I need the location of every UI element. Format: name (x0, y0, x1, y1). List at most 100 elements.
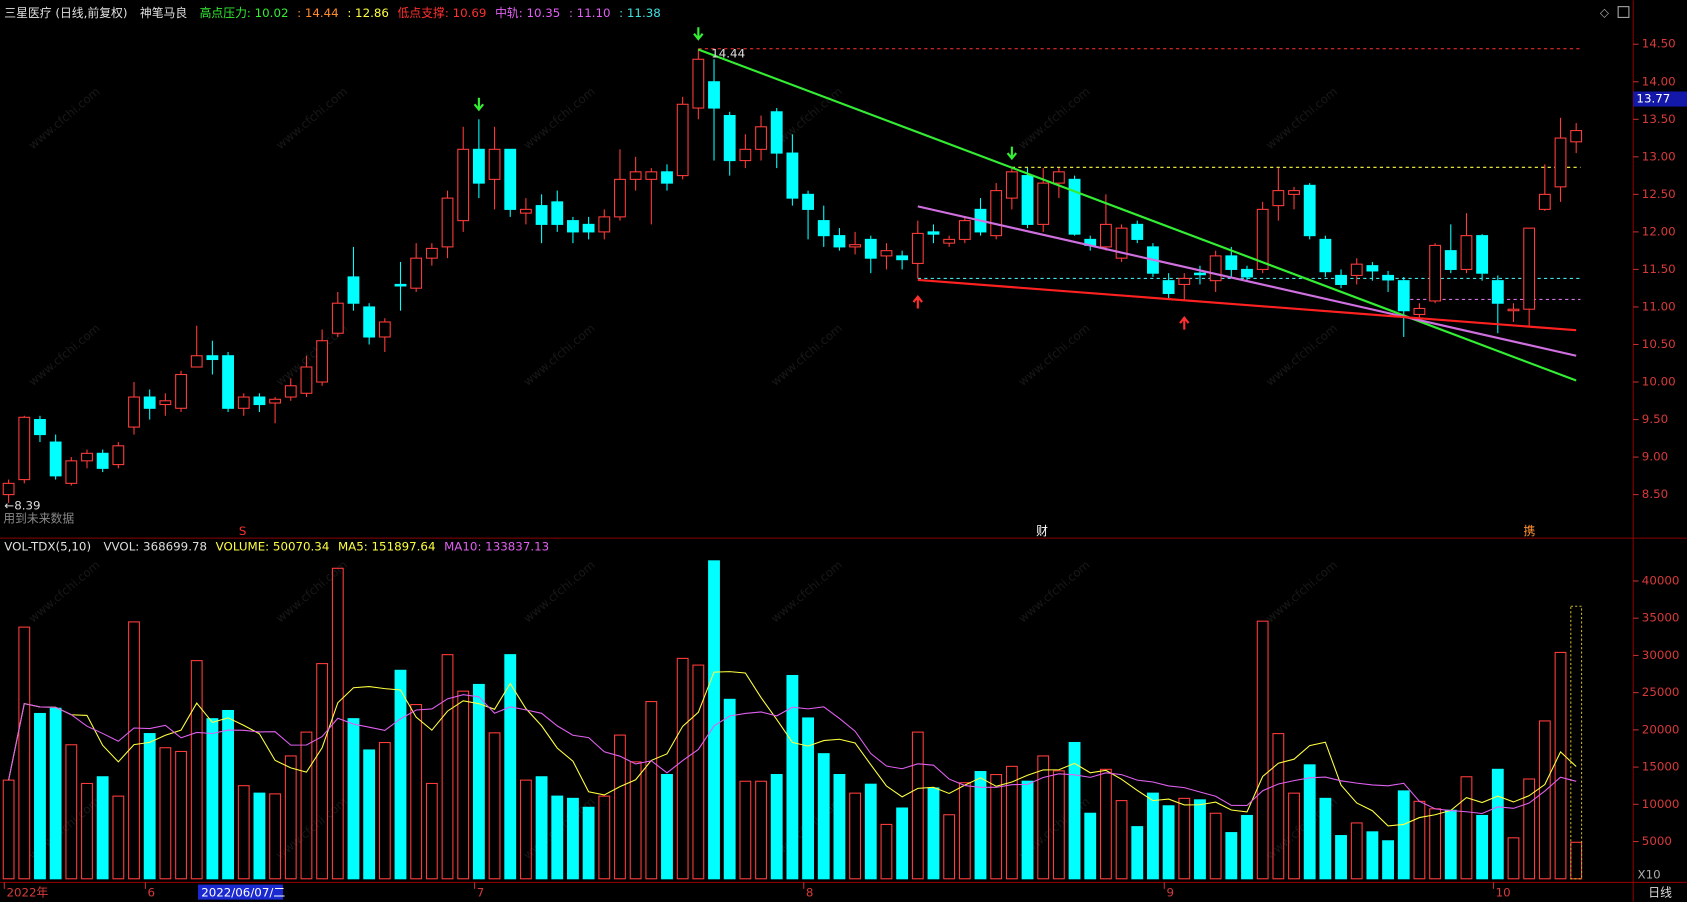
candle-body (598, 216, 611, 233)
candle-body (1444, 250, 1457, 270)
candle-body (347, 276, 360, 304)
candle-body (1099, 223, 1112, 248)
candle-body (206, 355, 219, 361)
candle-body (331, 302, 344, 334)
candle-body (519, 208, 532, 214)
candle-body (1366, 265, 1379, 272)
y-tick-label: 30000 (1642, 648, 1680, 662)
volume-bar (49, 707, 62, 880)
icon[interactable]: ◇ (1600, 6, 1610, 20)
y-tick-label: 10000 (1642, 797, 1680, 811)
volume-bar (880, 823, 893, 880)
peak-label: 14.44 (711, 47, 745, 61)
volume-bar (708, 560, 720, 880)
volume-bar (598, 795, 611, 880)
volume-bar (1178, 797, 1191, 880)
y-tick-label: 12.00 (1642, 224, 1676, 238)
header-item: MA5: 151897.64 (338, 539, 436, 553)
candle-body (692, 58, 705, 109)
candle-body (1460, 235, 1473, 270)
candle-body (96, 452, 109, 469)
volume-bar (457, 690, 470, 880)
header-item: 高点压力: 10.02 (200, 6, 289, 20)
volume-bar (802, 717, 814, 880)
volume-bar (990, 774, 1003, 880)
candle-body (18, 416, 31, 481)
x-tick-label: 6 (148, 886, 156, 900)
candle-body (896, 255, 909, 261)
candle-body (661, 171, 673, 184)
candle-body (1037, 182, 1050, 225)
y-tick-label: 9.50 (1642, 412, 1668, 426)
header-item: : 14.44 (297, 6, 339, 20)
icon[interactable] (1617, 6, 1630, 18)
projected-volume (1570, 605, 1583, 880)
y-tick-label: 13.00 (1642, 149, 1676, 163)
candle-body (1068, 178, 1081, 235)
volume-bar (974, 771, 987, 880)
x-tick-label: 2022年 (6, 886, 48, 900)
volume-bar (222, 709, 234, 880)
candle-body (535, 205, 548, 225)
volume-bar (1491, 768, 1504, 880)
volume-bar (269, 793, 282, 880)
volume-bar (645, 701, 658, 880)
volume-bar (535, 776, 548, 880)
candle-body (49, 441, 62, 477)
volume-bar (1460, 776, 1473, 880)
volume-bar (34, 712, 46, 880)
candle-body (1272, 190, 1285, 207)
volume-bar (849, 792, 862, 880)
volume-bar (394, 669, 407, 880)
y-tick-label: 5000 (1642, 834, 1672, 848)
volume-bar (175, 750, 187, 880)
candle-body (1523, 227, 1536, 310)
candle-body (2, 482, 15, 496)
candle-body (1319, 238, 1332, 273)
header-item: VVOL: 368699.78 (103, 539, 207, 553)
volume-bar (833, 774, 846, 880)
volume-bar (1350, 822, 1363, 880)
y-tick-label: 40000 (1642, 573, 1680, 587)
candle-body (567, 220, 579, 233)
annotation: S (239, 524, 247, 538)
price-header: 三星医疗 (日线,前复权) 神笔马良 高点压力: 10.02: 14.44: 1… (4, 6, 660, 20)
candle-body (723, 115, 736, 162)
candle-body (237, 396, 250, 409)
volume-bar (723, 698, 736, 880)
candle-body (864, 238, 877, 259)
volume-bar (159, 747, 172, 880)
candle-body (394, 283, 407, 287)
y-tick-label: 11.50 (1642, 262, 1676, 276)
cursor-box (197, 884, 283, 900)
volume-bar (1366, 831, 1379, 880)
candle-body (190, 355, 203, 368)
volume-bar (112, 795, 125, 880)
volume-bar (1194, 799, 1206, 880)
x-tick-label: 9 (1166, 886, 1174, 900)
volume-bar (1303, 764, 1316, 880)
candle-body (770, 111, 783, 154)
volume-bar (1335, 835, 1347, 880)
volume-bar (1147, 792, 1159, 880)
volume-bar (1538, 720, 1551, 880)
volume-bar (1131, 826, 1144, 880)
volume-bar (551, 795, 564, 880)
volume-bar (676, 657, 689, 880)
volume-bar (911, 731, 924, 880)
candle-body (143, 396, 156, 409)
volume-bar (206, 718, 219, 880)
trendline (917, 278, 1577, 332)
y-tick-label: 14.50 (1642, 37, 1676, 51)
candle-body (755, 126, 767, 150)
y-tick-label: 12.50 (1642, 187, 1676, 201)
ma-line (8, 671, 1577, 827)
title: VOL-TDX(5,10) (4, 539, 91, 553)
volume-bar (190, 660, 203, 880)
candle-body (1538, 193, 1551, 210)
header-item: : 11.10 (569, 6, 611, 20)
volume-bar (96, 776, 109, 880)
volume-bar (1272, 733, 1285, 880)
volume-bar (2, 779, 15, 880)
candle-body (629, 171, 642, 180)
